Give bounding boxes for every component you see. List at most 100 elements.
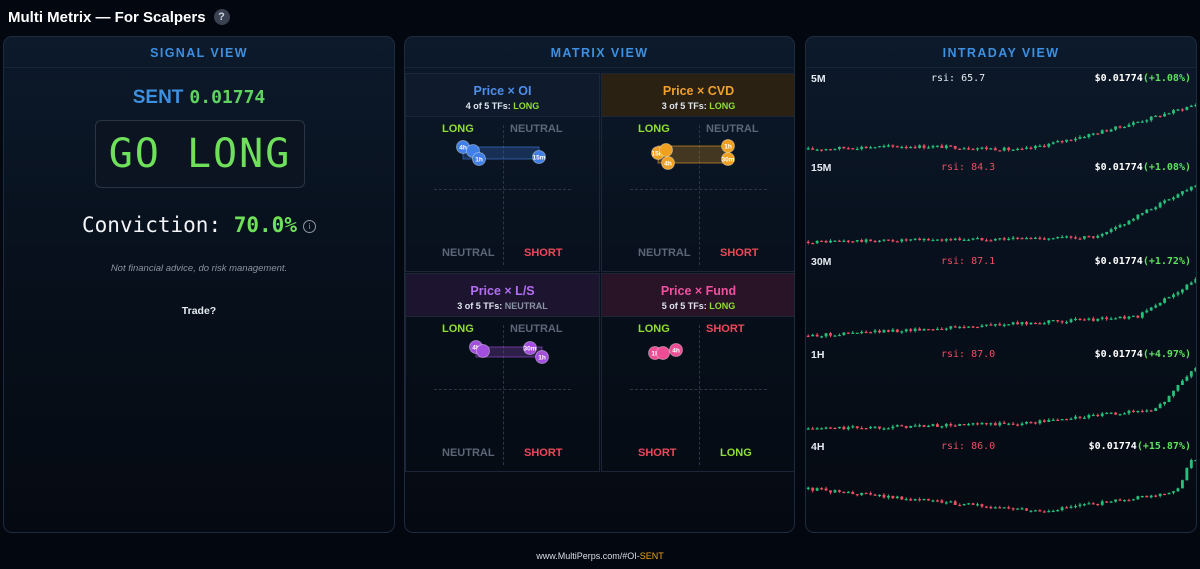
candlestick-chart [806, 366, 1196, 431]
candle-body [1185, 467, 1189, 481]
candle-body [1127, 220, 1131, 225]
timeframe-row: 1H rsi: 87.0 $0.01774(+4.97%) [806, 346, 1196, 440]
footer-url[interactable]: www.MultiPerps.com/#OI-SENT [0, 551, 1200, 561]
candle-body [958, 148, 962, 150]
price-change: (+1.08%) [1142, 162, 1191, 173]
timeframe-bubble[interactable]: 4h [661, 156, 675, 170]
timeframe-bubble[interactable]: 1h [721, 139, 735, 153]
candle-body [1051, 142, 1055, 144]
candle-body [1087, 503, 1091, 505]
candle-body [1167, 113, 1171, 115]
timeframe-bubble[interactable]: 1h [535, 350, 549, 364]
candlestick-chart [806, 458, 1196, 513]
candle-body [815, 149, 819, 151]
candle-body [1042, 145, 1046, 148]
candle-body [846, 427, 850, 430]
candle-body [1033, 510, 1037, 512]
candle-body [882, 494, 886, 498]
candle-body [1029, 322, 1033, 325]
candle-body [1114, 499, 1118, 502]
quadrant-summary-prefix: 5 of 5 TFs: [661, 301, 707, 311]
quadrant: Price × CVD 3 of 5 TFs: LONG LONG NEUTRAL… [601, 73, 794, 272]
candle-body [1096, 133, 1100, 135]
candle-body [1047, 320, 1051, 324]
candle-body [1158, 493, 1162, 496]
candle-body [1163, 402, 1167, 405]
candle-body [1118, 499, 1122, 501]
candle-body [891, 426, 895, 429]
candle-body [895, 241, 899, 243]
candle-body [864, 331, 868, 334]
candle-body [971, 423, 975, 425]
quadrant-verdict: LONG [513, 101, 540, 111]
candle-body [1029, 421, 1033, 424]
candle-body [886, 145, 890, 147]
candle-body [1060, 507, 1064, 511]
timeframe-bubble[interactable]: 1h [472, 152, 486, 166]
quadrant-label: LONG [638, 123, 670, 135]
candle-body [913, 238, 917, 240]
candle-body [989, 324, 993, 326]
candle-body [846, 240, 850, 242]
timeframe-bubble[interactable] [659, 143, 673, 157]
bubble-label: 30m [721, 157, 734, 164]
timeframe-bubble[interactable]: 4h [669, 343, 683, 357]
candle-body [984, 423, 988, 425]
candle-body [833, 240, 837, 242]
candle-body [842, 491, 846, 494]
candle-body [886, 495, 890, 498]
timeframe-bubble[interactable]: 30m [523, 341, 537, 355]
candle-body [873, 494, 877, 496]
timeframe-bubble[interactable]: 15m [532, 150, 546, 164]
candle-body [918, 499, 922, 501]
candle-body [967, 148, 971, 150]
candle-body [842, 146, 846, 149]
candle-body [833, 490, 837, 493]
quadrant-header: Price × L/S 3 of 5 TFs: NEUTRAL [406, 274, 599, 317]
candle-body [1140, 312, 1144, 318]
timeframe-bubble[interactable]: 30m [721, 152, 735, 166]
candle-body [940, 145, 944, 149]
candle-body [976, 326, 979, 329]
candle-body [989, 240, 993, 242]
price-change: (+1.08%) [1142, 73, 1191, 84]
candle-body [935, 239, 939, 241]
quadrant-label: SHORT [720, 247, 759, 259]
candle-body [864, 146, 868, 149]
candle-body [931, 146, 935, 148]
quadrant-summary: 3 of 5 TFs: NEUTRAL [406, 301, 599, 311]
candle-body [851, 426, 855, 428]
candle-body [1002, 324, 1006, 327]
help-icon[interactable]: ? [213, 9, 230, 25]
matrix-grid: Price × OI 4 of 5 TFs: LONG LONG NEUTRAL N… [405, 73, 794, 473]
candle-body [1105, 130, 1109, 132]
bubble-label: 1k [651, 351, 659, 358]
candle-body [1100, 413, 1104, 416]
candle-body [815, 488, 819, 491]
quadrant-label: LONG [638, 323, 670, 335]
info-icon[interactable]: i [302, 219, 316, 233]
bubble-label: 15m [532, 155, 545, 162]
candle-body [851, 148, 855, 150]
candle-body [1042, 323, 1046, 325]
timeframe-bubble[interactable] [476, 344, 490, 358]
candle-body [837, 334, 841, 337]
candle-body [864, 428, 868, 430]
candle-body [971, 326, 975, 328]
candle-body [904, 146, 908, 149]
candle-body [922, 329, 926, 331]
candle-body [1163, 298, 1167, 303]
trade-button[interactable]: Trade? [181, 305, 217, 317]
quadrant-axis-v [503, 325, 504, 465]
candle-body [820, 428, 824, 430]
timeframe-bubble[interactable]: 4h [456, 140, 470, 154]
bubble-label: 15m [651, 151, 664, 158]
timeframe-bubble[interactable] [656, 346, 670, 360]
candle-body [1016, 424, 1020, 426]
candle-body [1056, 237, 1060, 239]
quadrant: Price × Fund 5 of 5 TFs: LONG LONG SHORT S… [601, 273, 794, 472]
candle-body [922, 145, 926, 148]
candle-body [886, 239, 890, 241]
candle-body [1180, 109, 1184, 111]
candle-body [1149, 116, 1153, 121]
